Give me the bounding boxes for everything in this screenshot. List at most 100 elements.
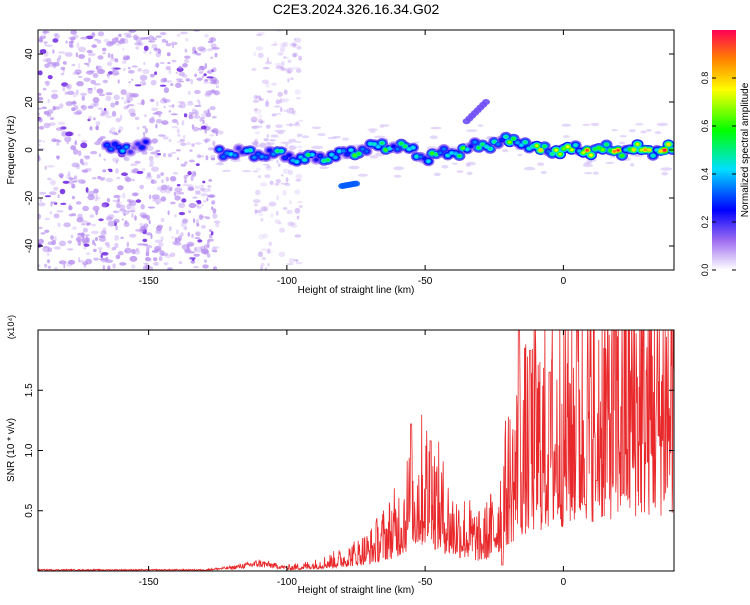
- noise-blob: [282, 207, 288, 210]
- noise-blob: [264, 205, 269, 212]
- noise-blob: [44, 263, 48, 268]
- ridge-blob: [349, 148, 353, 152]
- noise-blob: [205, 216, 211, 220]
- y-tick-label: 1.5: [24, 383, 35, 397]
- noise-blob: [155, 149, 161, 153]
- noise-blob: [149, 98, 155, 102]
- noise-blob: [119, 204, 126, 211]
- noise-blob: [85, 237, 90, 244]
- ridge-blob: [229, 152, 233, 156]
- noise-blob: [145, 244, 153, 249]
- noise-blob: [77, 75, 83, 78]
- noise-blob: [212, 213, 218, 219]
- noise-blob: [94, 101, 100, 107]
- noise-blob: [113, 67, 121, 70]
- noise-blob: [48, 122, 56, 126]
- noise-blob: [209, 106, 216, 111]
- noise-blob: [561, 123, 572, 127]
- noise-blob: [184, 48, 188, 53]
- noise-blob: [115, 117, 122, 123]
- noise-blob: [629, 163, 635, 167]
- noise-blob: [72, 149, 79, 155]
- noise-blob: [287, 164, 292, 167]
- noise-blob: [109, 129, 112, 134]
- ridge-blob: [314, 158, 319, 162]
- noise-blob: [212, 208, 217, 214]
- noise-blob: [180, 142, 187, 146]
- noise-blob: [197, 239, 203, 243]
- noise-blob: [80, 92, 88, 96]
- noise-blob: [95, 125, 99, 131]
- noise-blob: [102, 227, 107, 234]
- noise-blob: [107, 52, 111, 59]
- noise-blob: [268, 142, 275, 145]
- noise-blob: [91, 177, 97, 180]
- noise-blob: [294, 37, 302, 43]
- ridge-blob: [655, 148, 659, 152]
- noise-blob: [76, 81, 84, 87]
- noise-blob: [194, 185, 201, 189]
- noise-blob: [117, 185, 124, 191]
- noise-blob: [116, 203, 121, 209]
- noise-blob: [150, 73, 155, 78]
- noise-blob: [72, 71, 80, 76]
- noise-blob: [202, 248, 209, 255]
- noise-blob: [112, 263, 116, 269]
- noise-blob: [192, 108, 197, 114]
- noise-blob: [270, 213, 274, 218]
- noise-blob: [38, 139, 43, 143]
- noise-blob: [283, 98, 290, 103]
- ridge-blob: [287, 153, 291, 157]
- noise-blob: [258, 212, 264, 216]
- noise-blob: [123, 156, 130, 162]
- noise-blob: [106, 244, 111, 249]
- noise-blob: [38, 264, 41, 268]
- noise-blob: [288, 138, 297, 143]
- noise-blob: [170, 201, 176, 205]
- noise-blob: [38, 213, 42, 220]
- noise-blob: [58, 55, 62, 60]
- noise-blob: [255, 33, 263, 37]
- noise-blob: [56, 155, 60, 161]
- noise-blob: [39, 49, 47, 54]
- noise-blob: [135, 199, 142, 203]
- noise-blob: [67, 259, 76, 265]
- noise-blob: [162, 152, 167, 158]
- noise-blob: [54, 33, 60, 40]
- noise-blob: [196, 77, 203, 81]
- noise-blob: [165, 40, 169, 44]
- noise-blob: [261, 79, 269, 84]
- ridge-blob: [376, 145, 380, 149]
- noise-blob: [524, 166, 536, 171]
- noise-blob: [160, 217, 165, 223]
- noise-blob: [183, 113, 188, 118]
- noise-blob: [259, 142, 267, 148]
- noise-blob: [131, 192, 138, 197]
- noise-blob: [94, 141, 101, 146]
- noise-blob: [159, 31, 167, 36]
- noise-blob: [618, 141, 626, 145]
- noise-blob: [163, 262, 169, 266]
- ridge-blob: [484, 145, 489, 149]
- noise-blob: [374, 135, 386, 139]
- noise-blob: [78, 150, 82, 157]
- noise-blob: [68, 205, 73, 211]
- noise-blob: [86, 49, 93, 54]
- noise-blob: [113, 94, 120, 101]
- noise-blob: [62, 86, 66, 92]
- noise-blob: [217, 161, 224, 165]
- noise-blob: [379, 124, 384, 128]
- noise-blob: [56, 142, 60, 146]
- noise-blob: [159, 62, 165, 64]
- noise-blob: [77, 213, 83, 220]
- noise-blob: [88, 116, 92, 121]
- noise-blob: [45, 80, 50, 87]
- noise-blob: [193, 218, 196, 224]
- noise-blob: [151, 116, 155, 119]
- noise-blob: [262, 163, 270, 166]
- noise-blob: [121, 192, 126, 199]
- noise-blob: [276, 210, 279, 216]
- noise-blob: [52, 38, 59, 43]
- ridge-blob: [267, 149, 272, 152]
- noise-blob: [121, 172, 128, 176]
